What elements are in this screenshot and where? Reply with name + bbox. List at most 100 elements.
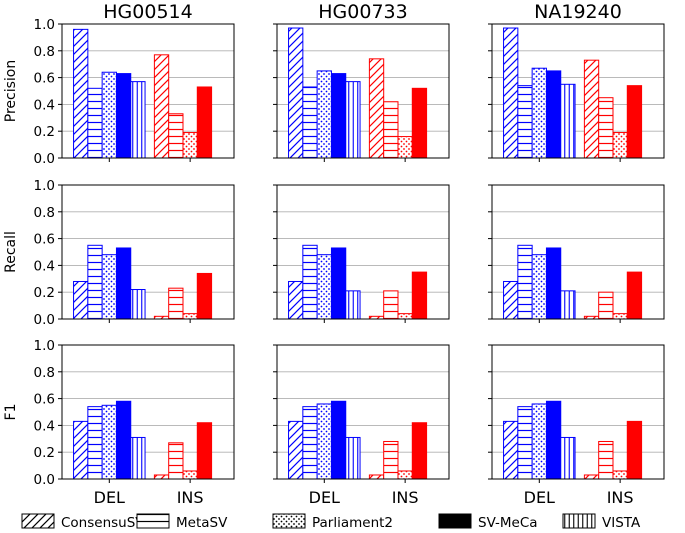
bar-sv-meca-del (330, 400, 347, 480)
bar-consensusv-ins (583, 59, 600, 159)
bar-metasv-ins (383, 440, 399, 480)
bar-metasv-del (517, 406, 533, 480)
bar-parliament2-del (101, 71, 117, 159)
y-tick-label: 0.4 (34, 258, 55, 274)
legend-label-parliament2: Parliament2 (312, 515, 393, 531)
panel-hg00733-f1: DEL INS (273, 344, 450, 507)
panel-na19240-precision: NA19240 (488, 1, 665, 162)
bar-sv-meca-del (545, 247, 562, 320)
axes-frame (61, 344, 235, 480)
bar-parliament2-del (531, 403, 547, 480)
legend-swatch-consensusv (21, 513, 55, 529)
column-title-hg00733: HG00733 (318, 1, 407, 23)
panel-hg00733-recall (273, 184, 450, 323)
axes-frame (276, 344, 450, 480)
bar-parliament2-ins (612, 470, 628, 480)
panel-hg00514-recall: 0.0 0.2 0.4 0.6 0.8 1.0 Recall (3, 178, 235, 328)
bar-sv-meca-ins (626, 420, 643, 480)
bar-parliament2-ins (397, 136, 413, 159)
bar-metasv-ins (168, 442, 184, 480)
bar-parliament2-del (531, 67, 547, 159)
bar-parliament2-ins (397, 470, 413, 480)
bar-parliament2-ins (182, 470, 198, 480)
y-tick-label: 0.4 (34, 418, 55, 434)
y-tick-label: 1.0 (34, 338, 55, 354)
bar-sv-meca-del (545, 70, 562, 159)
legend-item-parliament2: Parliament2 (272, 513, 393, 531)
panel-na19240-recall (488, 184, 665, 323)
legend-label-consensusv: ConsensuSV (61, 515, 145, 531)
bar-consensusv-ins (368, 474, 385, 480)
column-title-hg00514: HG00514 (103, 1, 192, 23)
bar-metasv-del (87, 87, 103, 159)
bar-parliament2-ins (612, 132, 628, 159)
bar-parliament2-del (316, 403, 332, 480)
y-tick-label: 0.6 (34, 392, 55, 408)
column-title-na19240: NA19240 (534, 1, 622, 23)
bar-sv-meca-ins (626, 85, 643, 159)
panel-hg00514-f1: 0.0 0.2 0.4 0.6 0.8 1.0 DEL INS F1 (3, 338, 235, 507)
y-tick-label: 0.6 (34, 232, 55, 248)
bar-parliament2-ins (182, 132, 198, 159)
y-tick-label: 1.0 (34, 17, 55, 33)
y-tick-label: 0.2 (34, 285, 55, 301)
bar-consensusv-del (288, 420, 304, 480)
legend-swatch-parliament2 (272, 513, 306, 529)
x-tick-label-del: DEL (524, 488, 555, 507)
bar-consensusv-ins (583, 474, 600, 480)
bar-metasv-del (302, 406, 318, 480)
bar-sv-meca-ins (196, 86, 213, 159)
bar-metasv-ins (598, 97, 614, 159)
bar-vista-del (130, 81, 146, 159)
legend-item-consensusv: ConsensuSV (21, 513, 145, 531)
bar-vista-del (345, 290, 361, 320)
bar-sv-meca-ins (411, 422, 428, 480)
bar-metasv-del (517, 244, 533, 320)
bar-sv-meca-ins (196, 272, 213, 320)
bar-metasv-ins (598, 291, 614, 320)
x-tick-label-del: DEL (94, 488, 125, 507)
x-tick-label-del: DEL (309, 488, 340, 507)
bar-vista-del (345, 436, 361, 480)
y-tick-label: 0.0 (34, 472, 55, 488)
y-tick-label: 0.0 (34, 312, 55, 328)
bar-vista-del (130, 289, 146, 320)
legend-item-vista: VISTA (562, 513, 641, 531)
y-tick-label: 0.4 (34, 97, 55, 113)
bar-metasv-ins (383, 290, 399, 320)
bar-consensusv-del (73, 420, 89, 480)
bar-sv-meca-del (115, 400, 132, 480)
panel-hg00514-precision: 0.0 0.2 0.4 0.6 0.8 1.0 HG00514 Precision (3, 1, 235, 167)
row-label-recall: Recall (3, 231, 19, 273)
bar-consensusv-ins (153, 474, 170, 480)
bar-consensusv-del (73, 280, 89, 320)
bar-consensusv-del (73, 28, 89, 159)
x-tick-label-ins: INS (607, 488, 634, 507)
bar-metasv-del (87, 244, 103, 320)
bar-parliament2-del (101, 404, 117, 480)
y-tick-label: 0.8 (34, 365, 55, 381)
legend-swatch-metasv (136, 513, 170, 529)
y-tick-label: 0.2 (34, 124, 55, 140)
panel-na19240-f1: DEL INS (488, 344, 665, 507)
bar-sv-meca-del (330, 73, 347, 159)
bar-metasv-del (517, 85, 533, 159)
bar-sv-meca-ins (411, 271, 428, 320)
axes-frame (61, 184, 235, 320)
bar-vista-del (560, 290, 576, 320)
bar-parliament2-ins (612, 313, 628, 320)
panels-grid: 0.0 0.2 0.4 0.6 0.8 1.0 HG00514 Precision HG0073… (3, 1, 665, 507)
bar-metasv-ins (383, 101, 399, 159)
bar-parliament2-del (101, 254, 117, 320)
bar-metasv-ins (168, 287, 184, 320)
bar-consensusv-del (288, 280, 304, 320)
bar-metasv-ins (598, 440, 614, 480)
bar-consensusv-del (503, 420, 519, 480)
bar-parliament2-ins (397, 313, 413, 320)
bar-sv-meca-del (330, 247, 347, 320)
bar-sv-meca-del (115, 73, 132, 159)
bar-parliament2-ins (182, 313, 198, 320)
bar-sv-meca-ins (411, 87, 428, 159)
panel-hg00733-precision: HG00733 (273, 1, 450, 162)
